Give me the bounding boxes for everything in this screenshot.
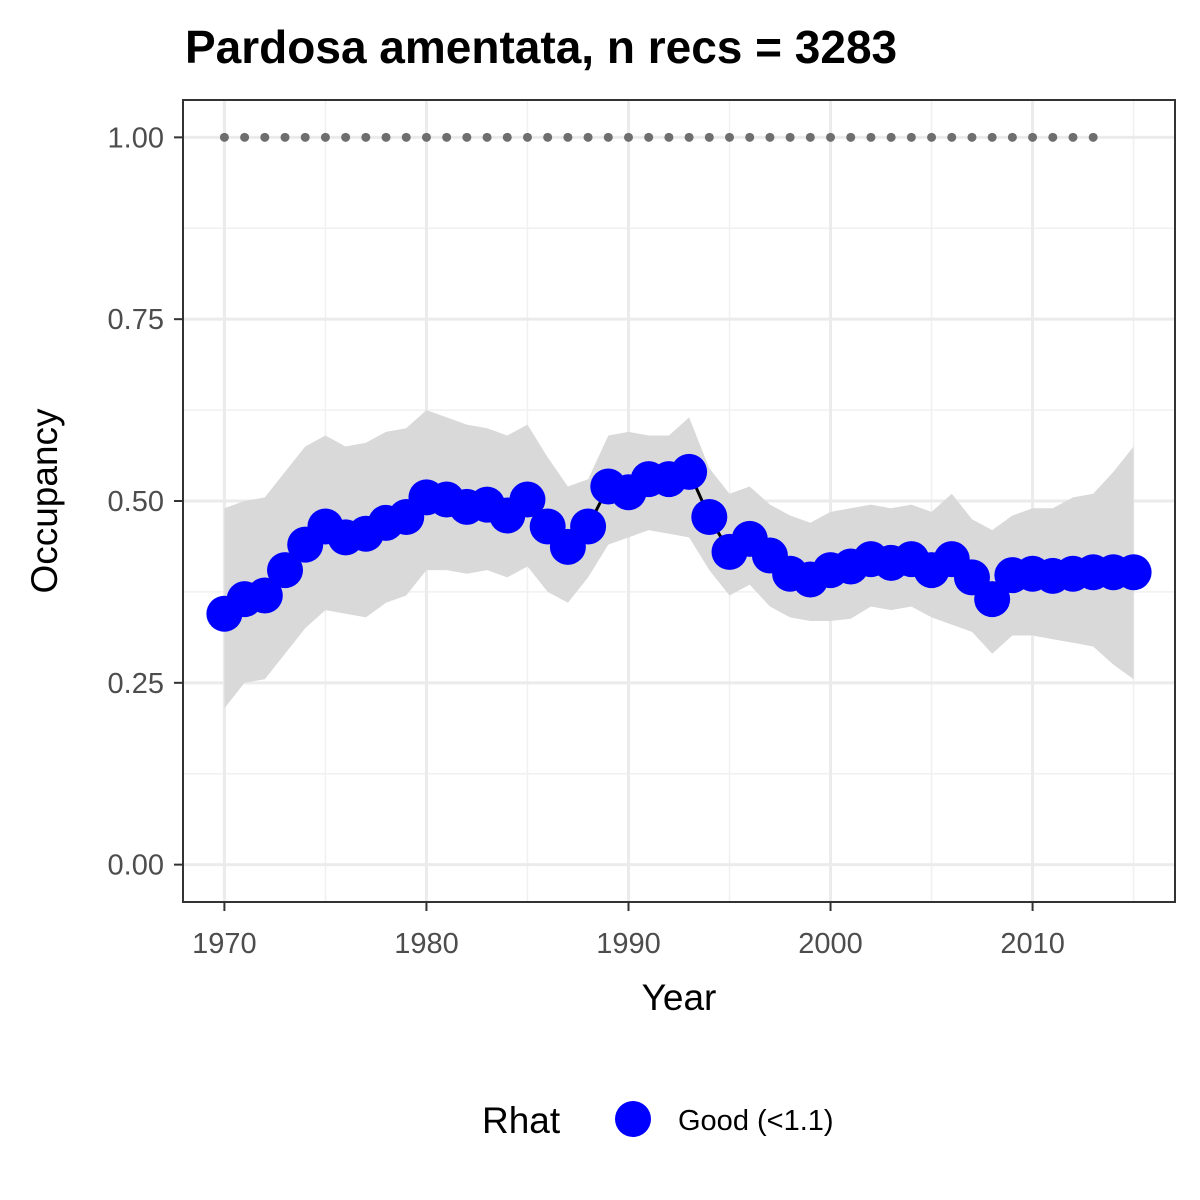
legend-title: Rhat bbox=[482, 1100, 561, 1141]
reference-dot bbox=[765, 132, 775, 142]
reference-dot bbox=[745, 132, 755, 142]
occupancy-point bbox=[1115, 554, 1152, 591]
reference-dot bbox=[583, 132, 593, 142]
axes: 0.00 0.25 0.50 0.75 1.00 1970 1980 1990 2000 2010 bbox=[108, 122, 1065, 960]
reference-dot bbox=[785, 132, 795, 142]
reference-dot bbox=[240, 132, 250, 142]
credible-interval bbox=[224, 410, 1134, 709]
reference-dot bbox=[341, 132, 351, 142]
occupancy-point bbox=[246, 577, 283, 614]
reference-dot bbox=[664, 132, 674, 142]
occupancy-point bbox=[267, 552, 304, 589]
reference-dot bbox=[563, 132, 573, 142]
occupancy-point bbox=[671, 453, 708, 490]
reference-dot bbox=[1007, 132, 1017, 142]
reference-dot bbox=[1028, 132, 1038, 142]
legend-label-good: Good (<1.1) bbox=[678, 1105, 834, 1137]
legend: Rhat Good (<1.1) bbox=[482, 1100, 834, 1141]
y-tick-label: 0.75 bbox=[108, 304, 164, 336]
reference-dot bbox=[280, 132, 290, 142]
reference-dot bbox=[381, 132, 391, 142]
x-tick-label: 2000 bbox=[798, 928, 863, 960]
reference-dot bbox=[886, 132, 896, 142]
reference-dot bbox=[300, 132, 310, 142]
x-tick-label: 1980 bbox=[394, 928, 459, 960]
reference-dot bbox=[826, 132, 836, 142]
reference-dot bbox=[725, 132, 735, 142]
reference-dot bbox=[1088, 132, 1098, 142]
reference-dot bbox=[644, 132, 654, 142]
reference-dot bbox=[522, 132, 532, 142]
reference-dot bbox=[906, 132, 916, 142]
reference-dot bbox=[927, 132, 937, 142]
legend-key-good bbox=[615, 1101, 651, 1137]
reference-dot bbox=[866, 132, 876, 142]
reference-dot bbox=[442, 132, 452, 142]
reference-dot bbox=[967, 132, 977, 142]
reference-dot bbox=[623, 132, 633, 142]
occupancy-point bbox=[570, 508, 607, 545]
reference-dot bbox=[361, 132, 371, 142]
reference-dot bbox=[260, 132, 270, 142]
reference-dot bbox=[805, 132, 815, 142]
reference-dot bbox=[1068, 132, 1078, 142]
reference-dot bbox=[421, 132, 431, 142]
reference-dot bbox=[462, 132, 472, 142]
x-axis-title: Year bbox=[642, 977, 717, 1018]
reference-dot bbox=[502, 132, 512, 142]
occupancy-point bbox=[691, 499, 728, 535]
y-tick-label: 1.00 bbox=[108, 122, 164, 154]
occupancy-point bbox=[509, 481, 546, 518]
reference-dot bbox=[543, 132, 553, 142]
reference-dot bbox=[704, 132, 714, 142]
occupancy-point bbox=[974, 581, 1011, 618]
reference-dot bbox=[603, 132, 613, 142]
occupancy-points bbox=[206, 453, 1152, 632]
reference-dot bbox=[401, 132, 411, 142]
reference-line bbox=[219, 132, 1098, 142]
chart-title: Pardosa amentata, n recs = 3283 bbox=[185, 21, 897, 73]
reference-dot bbox=[482, 132, 492, 142]
x-tick-label: 1990 bbox=[596, 928, 661, 960]
y-tick-label: 0.00 bbox=[108, 850, 164, 882]
reference-dot bbox=[1048, 132, 1058, 142]
x-tick-label: 1970 bbox=[192, 928, 257, 960]
y-axis-title: Occupancy bbox=[24, 408, 65, 594]
reference-dot bbox=[846, 132, 856, 142]
reference-dot bbox=[684, 132, 694, 142]
reference-dot bbox=[219, 132, 229, 142]
x-tick-label: 2010 bbox=[1000, 928, 1065, 960]
credible-interval-band bbox=[224, 410, 1134, 709]
reference-dot bbox=[947, 132, 957, 142]
y-tick-label: 0.50 bbox=[108, 486, 164, 518]
reference-dot bbox=[987, 132, 997, 142]
y-tick-label: 0.25 bbox=[108, 668, 164, 700]
reference-dot bbox=[320, 132, 330, 142]
